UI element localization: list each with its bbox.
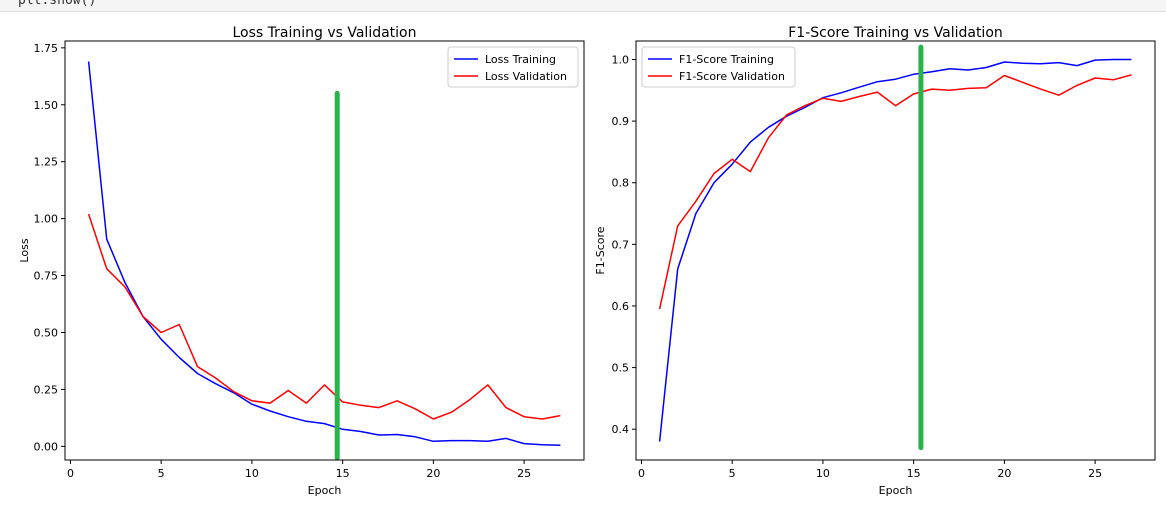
x-axis-label: Epoch (879, 484, 913, 497)
y-tick-label: 0.75 (34, 270, 59, 283)
chart-panel-1: Loss Training vs Validation 0 5 10 15 20 25 0.0… (18, 25, 585, 497)
x-tick-label: 10 (245, 467, 259, 480)
legend-box (447, 46, 579, 88)
x-tick-label: 0 (67, 467, 74, 480)
series-line-2 (658, 74, 1132, 310)
code-cell-strip: plt.show() (0, 0, 1166, 12)
x-tick-label: 10 (816, 467, 830, 480)
y-tick-label: 1.75 (34, 42, 59, 55)
legend-label: F1-Score Validation (679, 70, 785, 83)
legend-label: Loss Training (485, 53, 556, 66)
chart-panel-2: F1-Score Training vs Validation 0 5 10 15 20 2… (594, 25, 1156, 497)
x-tick-label: 20 (426, 467, 440, 480)
y-tick-label: 0.8 (612, 177, 630, 190)
series-line-1 (87, 61, 561, 446)
chart-title: Loss Training vs Validation (232, 25, 416, 41)
y-tick-label: 0.6 (612, 300, 630, 313)
legend: F1-Score Training F1-Score Validation (641, 46, 796, 88)
chart-title: F1-Score Training vs Validation (788, 25, 1003, 41)
x-tick-label: 25 (1088, 467, 1102, 480)
y-axis-label: F1-Score (594, 226, 607, 274)
series-line-2 (87, 213, 561, 420)
y-axis-label: Loss (18, 238, 31, 262)
legend-label: Loss Validation (485, 70, 567, 83)
x-axis-label: Epoch (308, 484, 342, 497)
y-tick-label: 0.7 (612, 238, 630, 251)
x-tick-label: 20 (997, 467, 1011, 480)
y-tick-label: 1.50 (34, 99, 59, 112)
x-tick-label: 0 (638, 467, 645, 480)
axes-frame (635, 40, 1156, 461)
y-tick-label: 0.4 (612, 423, 630, 436)
code-cell-text: plt.show() (18, 0, 97, 8)
y-tick-label: 0.00 (34, 440, 59, 453)
axes-frame (64, 40, 585, 461)
y-tick-label: 1.00 (34, 213, 59, 226)
x-tick-label: 5 (158, 467, 165, 480)
legend-box (641, 46, 796, 88)
y-tick-label: 0.9 (612, 115, 630, 128)
x-tick-label: 5 (729, 467, 736, 480)
y-tick-label: 0.50 (34, 326, 59, 339)
y-tick-label: 1.0 (612, 53, 630, 66)
y-tick-label: 0.5 (612, 362, 630, 375)
y-tick-label: 1.25 (34, 156, 59, 169)
legend-label: F1-Score Training (679, 53, 774, 66)
series-line-1 (658, 58, 1132, 442)
legend: Loss Training Loss Validation (447, 46, 579, 88)
x-tick-label: 15 (907, 467, 921, 480)
x-tick-label: 25 (517, 467, 531, 480)
y-tick-label: 0.25 (34, 383, 59, 396)
x-tick-label: 15 (336, 467, 350, 480)
